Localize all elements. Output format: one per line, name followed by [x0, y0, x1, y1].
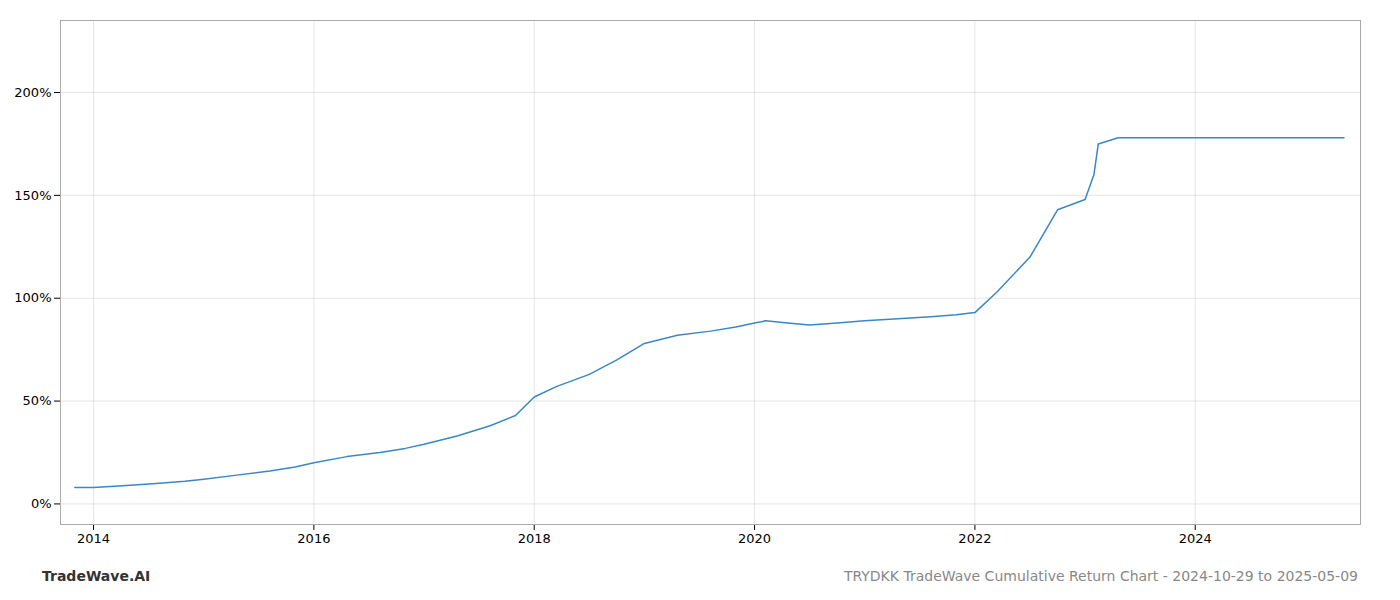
html-text:TradeWave.AI: TradeWave.AI — [42, 568, 151, 584]
svg-text:2014: 2014 — [77, 531, 110, 546]
svg-text:150%: 150% — [14, 188, 51, 203]
svg-text:50%: 50% — [23, 393, 52, 408]
svg-text:2024: 2024 — [1179, 531, 1212, 546]
svg-text:200%: 200% — [14, 85, 51, 100]
svg-text:2022: 2022 — [958, 531, 991, 546]
svg-text:2018: 2018 — [518, 531, 551, 546]
html-text:TRYDKK TradeWave Cumulative Re: TRYDKK TradeWave Cumulative Return Chart… — [843, 568, 1358, 584]
svg-text:2016: 2016 — [297, 531, 330, 546]
svg-text:2020: 2020 — [738, 531, 771, 546]
svg-text:0%: 0% — [31, 496, 52, 511]
svg-text:100%: 100% — [14, 290, 51, 305]
